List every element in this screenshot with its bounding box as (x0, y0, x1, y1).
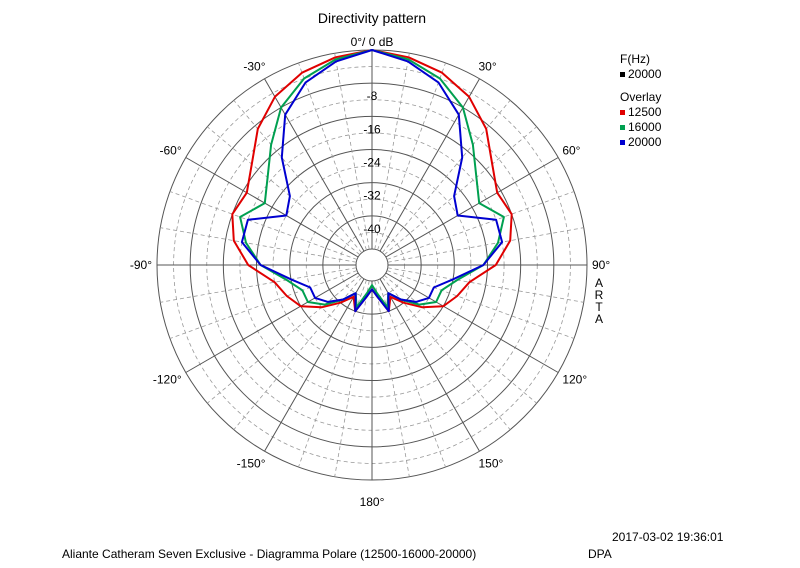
polar-labels: 0°/ 0 dB -8 -16 -24 -32 -40 30° 60° 90° 120° 150° 1… (130, 35, 611, 509)
grid-spoke-minor (374, 280, 410, 477)
grid-spoke-major (385, 157, 559, 258)
radial-tick-label: -24 (363, 156, 381, 170)
footer-timestamp: 2017-03-02 19:36:01 (612, 530, 724, 544)
legend-freq-entry: 20000 (620, 67, 661, 82)
grid-spoke-minor (207, 274, 361, 404)
radial-tick-label: -16 (363, 122, 381, 136)
grid-spoke-minor (169, 270, 358, 339)
footer-caption: Aliante Catheram Seven Exclusive - Diagr… (62, 547, 477, 561)
legend-swatch (620, 140, 625, 145)
legend-swatch (620, 110, 625, 115)
grid-spoke-minor (387, 267, 584, 303)
grid-spoke-major (385, 272, 559, 373)
grid-spoke-minor (334, 53, 370, 250)
series-line-16000 (239, 49, 505, 309)
grid-spoke-minor (233, 276, 363, 430)
side-label-char: T (595, 300, 603, 314)
legend-label: 12500 (628, 105, 662, 119)
grid-spoke-minor (169, 191, 358, 260)
grid-spoke-minor (386, 191, 575, 260)
radial-tick-label: -8 (367, 89, 378, 103)
legend-series: 12500 16000 20000 (620, 105, 661, 150)
grid-spoke-minor (377, 62, 446, 251)
grid-spoke-minor (160, 227, 357, 263)
grid-spoke-minor (374, 53, 410, 250)
angle-tick-label: -150° (237, 456, 266, 470)
side-label-char: A (595, 276, 603, 290)
polar-grid (156, 49, 588, 481)
legend-item-20000: 20000 (620, 135, 661, 150)
legend-item-12500: 12500 (620, 105, 661, 120)
grid-spoke-major (264, 78, 365, 252)
legend-label: 16000 (628, 120, 662, 134)
angle-tick-label: -30° (243, 60, 265, 74)
radial-tick-label: 0°/ 0 dB (351, 35, 394, 49)
grid-spoke-minor (387, 227, 584, 263)
side-label-char: A (595, 312, 603, 326)
legend: F(Hz) 20000 Overlay 12500 16000 20000 (620, 52, 661, 150)
grid-spoke-minor (386, 270, 575, 339)
grid-spoke-major (185, 272, 359, 373)
legend-freq-value: 20000 (628, 67, 662, 81)
angle-tick-label: 150° (479, 456, 504, 470)
footer-source: DPA (588, 547, 612, 561)
side-label-char: R (595, 288, 604, 302)
legend-overlay-header: Overlay (620, 90, 662, 104)
grid-spoke-major (185, 157, 359, 258)
grid-spoke-minor (383, 274, 537, 404)
angle-tick-label: -90° (130, 258, 152, 272)
radial-tick-label: -32 (363, 189, 381, 203)
radial-tick-label: -40 (363, 222, 381, 236)
angle-tick-label: -120° (153, 373, 182, 387)
grid-spoke-minor (377, 279, 446, 468)
grid-spoke-minor (233, 100, 363, 254)
legend-label: 20000 (628, 135, 662, 149)
grid-spoke-major (264, 278, 365, 452)
grid-spoke-minor (381, 100, 511, 254)
angle-tick-label: 180° (360, 495, 385, 509)
grid-spoke-minor (381, 276, 511, 430)
grid-spoke-minor (298, 62, 367, 251)
angle-tick-label: -60° (160, 144, 182, 158)
grid-spoke-minor (298, 279, 367, 468)
grid-ring-inner (355, 248, 389, 282)
legend-freq-swatch (620, 72, 625, 77)
legend-swatch (620, 125, 625, 130)
grid-spoke-minor (334, 280, 370, 477)
grid-spoke-minor (383, 126, 537, 256)
chart-title: Directivity pattern (318, 10, 426, 26)
angle-tick-label: 30° (479, 60, 497, 74)
angle-tick-label: 60° (562, 144, 580, 158)
series-line-20000 (240, 49, 504, 313)
grid-spoke-minor (160, 267, 357, 303)
grid-spoke-major (379, 78, 480, 252)
grid-spoke-minor (207, 126, 361, 256)
grid-spoke-major (379, 278, 480, 452)
legend-freq-header: F(Hz) (620, 52, 650, 66)
polar-traces (231, 49, 513, 313)
angle-tick-label: 120° (562, 373, 587, 387)
legend-item-16000: 16000 (620, 120, 661, 135)
angle-tick-label: 90° (592, 258, 610, 272)
